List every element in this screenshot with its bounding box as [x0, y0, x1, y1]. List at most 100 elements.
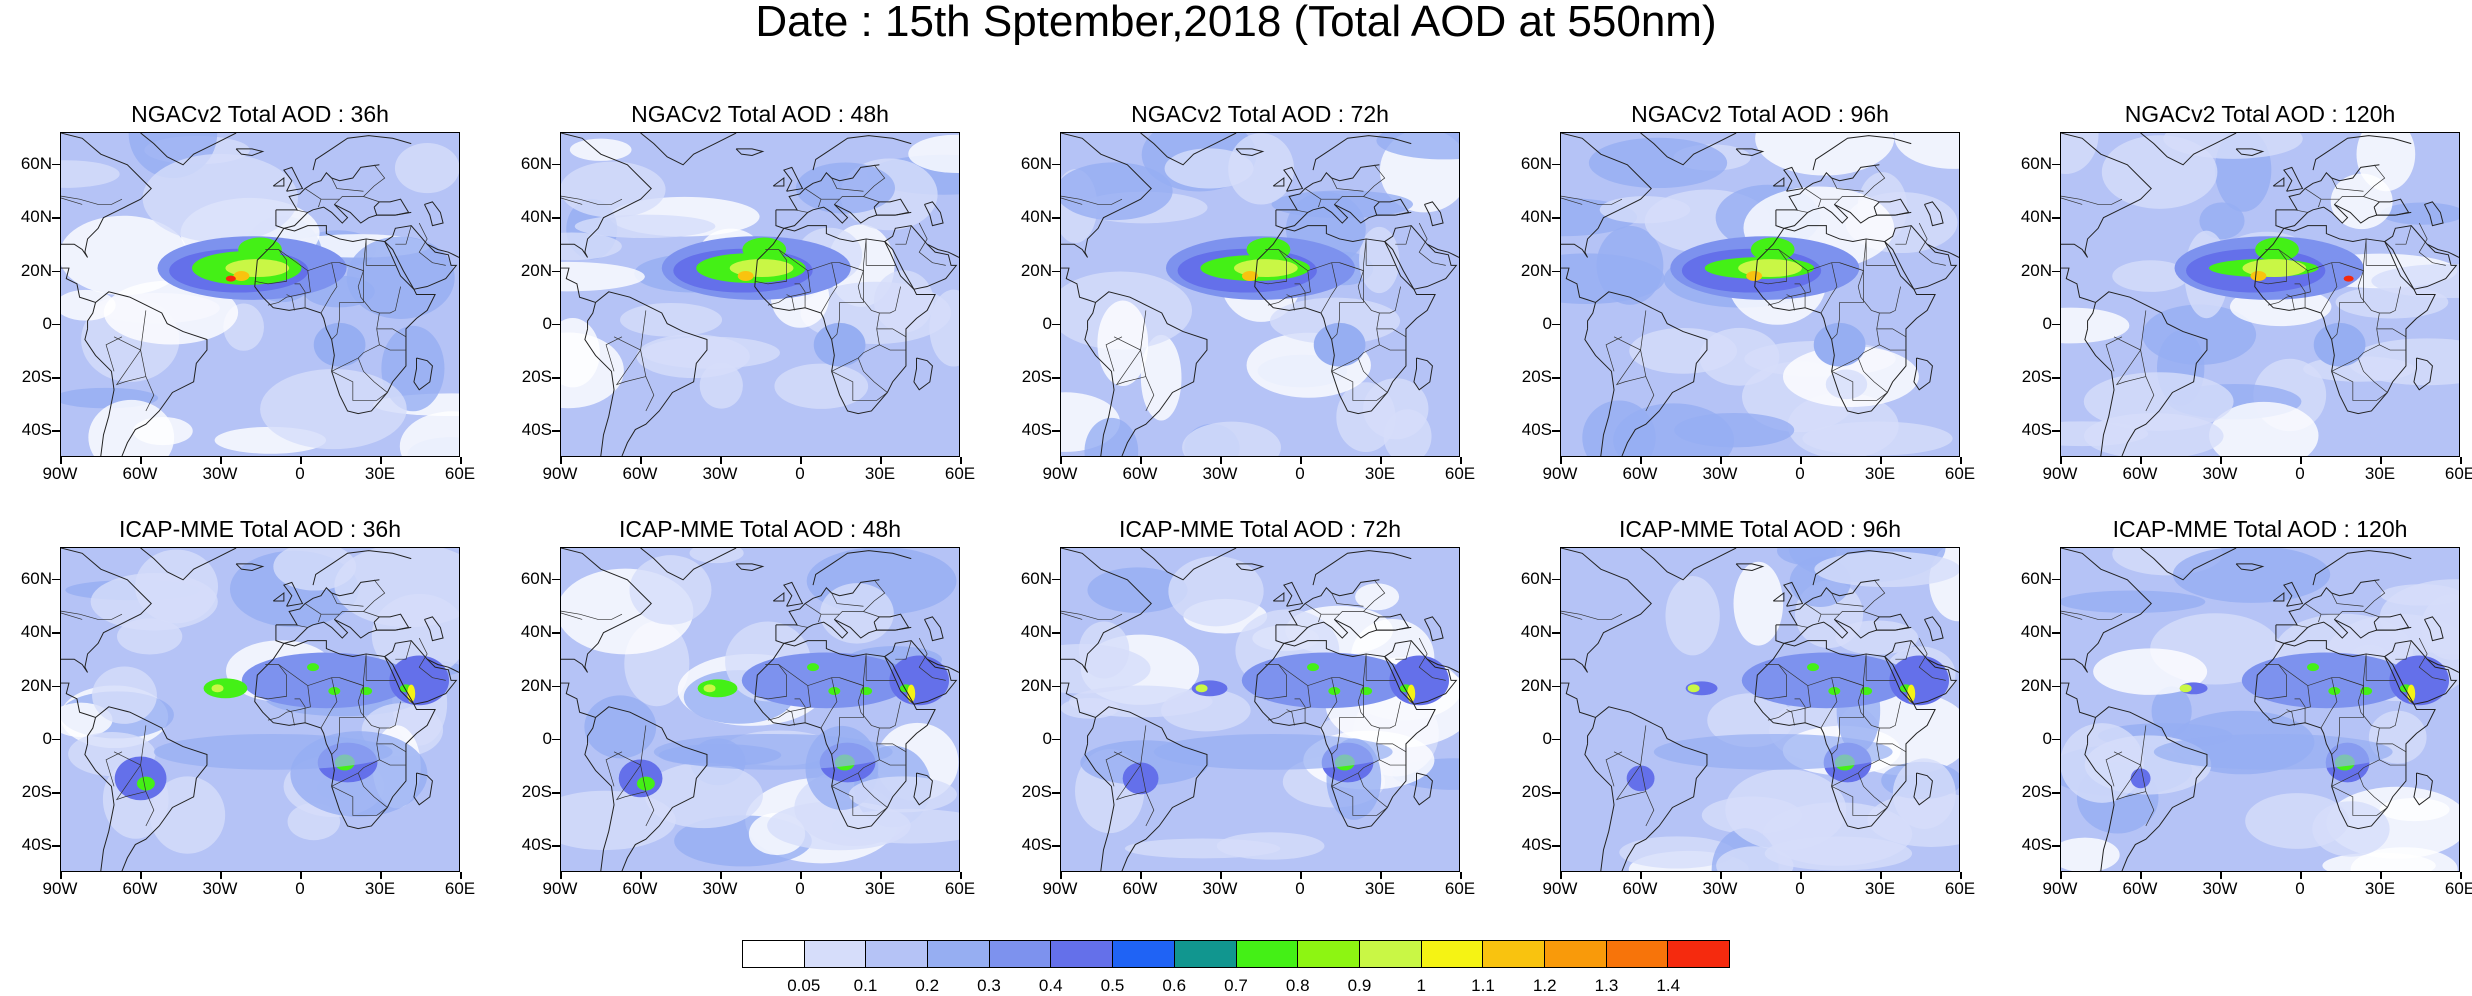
- lon-tick: [60, 457, 62, 464]
- lat-tick-label: 40S: [1521, 835, 1552, 855]
- lat-tick: [552, 685, 560, 688]
- lon-tick: [1060, 457, 1062, 464]
- colorbar-label: 0.05: [787, 976, 821, 995]
- lat-tick: [1552, 578, 1560, 581]
- lon-tick: [1460, 457, 1462, 464]
- lon-tick-label: 0: [1795, 879, 1805, 898]
- lat-tick: [2052, 685, 2060, 688]
- colorbar-swatch: [1298, 941, 1360, 967]
- lon-tick-label: 60E: [1444, 464, 1476, 483]
- lon-tick-label: 60W: [1622, 879, 1658, 898]
- lat-tick: [552, 377, 560, 379]
- lat-tick: [1052, 578, 1060, 581]
- aod-map: [560, 547, 960, 872]
- lon-tick: [1720, 872, 1722, 879]
- map-panel: NGACv2 Total AOD : 48h 60N 40N 20N 0 20S 40S 90…: [500, 100, 975, 483]
- lat-tick: [2052, 845, 2060, 847]
- lon-tick-label: 30E: [1364, 464, 1396, 483]
- aod-field: [1061, 548, 1459, 871]
- lat-tick: [552, 163, 560, 166]
- aod-map: [2060, 132, 2460, 457]
- colorbar-swatch: [866, 941, 929, 967]
- lat-tick-label: 0: [1042, 313, 1052, 333]
- colorbar-swatch: [1606, 941, 1669, 967]
- lon-tick-label: 60W: [622, 879, 658, 898]
- lat-tick: [1552, 270, 1560, 273]
- lat-tick-label: 0: [2042, 313, 2052, 333]
- lon-tick: [880, 872, 882, 879]
- map-panel: ICAP-MME Total AOD : 72h 60N 40N 20N 0 20S 40S…: [1000, 515, 1475, 898]
- lon-tick: [2300, 457, 2302, 464]
- map-panel: ICAP-MME Total AOD : 120h 60N 40N 20N 0 20S 40…: [2000, 515, 2472, 898]
- panel-title: ICAP-MME Total AOD : 120h: [2112, 516, 2408, 542]
- lat-tick-label: 40S: [21, 835, 52, 855]
- lon-tick: [1140, 872, 1142, 879]
- lat-tick: [52, 632, 60, 634]
- lat-tick: [552, 270, 560, 273]
- lon-tick-label: 60W: [2122, 464, 2158, 483]
- lon-tick: [2140, 872, 2142, 879]
- lat-tick-label: 20S: [521, 367, 552, 387]
- lat-tick-label: 40N: [1020, 622, 1052, 642]
- lat-tick: [2052, 163, 2060, 166]
- lon-tick-label: 90W: [1042, 464, 1078, 483]
- lat-tick: [552, 738, 560, 741]
- lat-tick-label: 40N: [520, 622, 552, 642]
- colorbar-swatch: [928, 941, 990, 967]
- lon-tick-label: 60W: [1122, 464, 1158, 483]
- lon-tick-label: 90W: [42, 879, 78, 898]
- lat-tick-label: 40N: [1520, 622, 1552, 642]
- colorbar-swatch: [1236, 941, 1299, 967]
- colorbar-swatch: [1113, 941, 1175, 967]
- lon-tick-label: 60W: [1122, 879, 1158, 898]
- lat-tick-label: 20S: [21, 782, 52, 802]
- lon-tick-label: 30W: [1202, 464, 1238, 483]
- lon-tick-label: 30E: [364, 464, 396, 483]
- lon-tick: [300, 457, 302, 464]
- lat-tick: [1552, 163, 1560, 166]
- map-panel: ICAP-MME Total AOD : 36h 60N 40N 20N 0 20S 40S…: [0, 515, 475, 898]
- colorbar-swatch: [1544, 941, 1607, 967]
- lat-tick-label: 60N: [1520, 153, 1552, 173]
- lon-tick: [1380, 872, 1382, 879]
- lat-tick: [52, 738, 60, 741]
- lat-tick: [1552, 323, 1560, 326]
- lat-tick: [1052, 430, 1060, 432]
- lon-tick-label: 30W: [702, 464, 738, 483]
- aod-map: [1060, 132, 1460, 457]
- lon-tick-label: 90W: [542, 879, 578, 898]
- colorbar-label: 0.9: [1347, 976, 1372, 995]
- lat-tick-label: 60N: [20, 153, 52, 173]
- aod-field: [1561, 133, 1959, 456]
- lon-tick: [2060, 872, 2062, 879]
- lon-tick: [800, 457, 802, 464]
- lat-tick-label: 60N: [1020, 153, 1052, 173]
- colorbar-label: 1.1: [1471, 976, 1495, 995]
- lat-tick: [1552, 430, 1560, 432]
- lat-tick-label: 40S: [2021, 420, 2052, 440]
- aod-field: [1061, 133, 1459, 456]
- lat-tick: [552, 845, 560, 847]
- lat-tick: [552, 632, 560, 634]
- lat-tick-label: 40S: [1021, 420, 1052, 440]
- lon-tick: [140, 457, 142, 464]
- lon-tick: [2140, 457, 2142, 464]
- lon-tick-label: 0: [2295, 879, 2305, 898]
- lat-tick: [52, 323, 60, 326]
- lat-tick-label: 60N: [520, 568, 552, 588]
- lat-tick: [1052, 792, 1060, 794]
- panel-title: NGACv2 Total AOD : 36h: [131, 101, 389, 127]
- lon-tick-label: 30E: [1864, 464, 1896, 483]
- lon-tick: [300, 872, 302, 879]
- lon-tick: [960, 457, 962, 464]
- colorbar-label: 0.7: [1224, 976, 1248, 995]
- lat-tick-label: 40N: [2020, 622, 2052, 642]
- lon-tick-label: 60W: [1622, 464, 1658, 483]
- lat-tick-label: 20N: [520, 675, 552, 695]
- lat-tick-label: 0: [1542, 313, 1552, 333]
- aod-map: [1560, 132, 1960, 457]
- lat-tick-label: 20S: [521, 782, 552, 802]
- colorbar-label: 1.2: [1532, 976, 1557, 995]
- lat-tick-label: 20N: [1020, 675, 1052, 695]
- lon-tick-label: 30W: [702, 879, 738, 898]
